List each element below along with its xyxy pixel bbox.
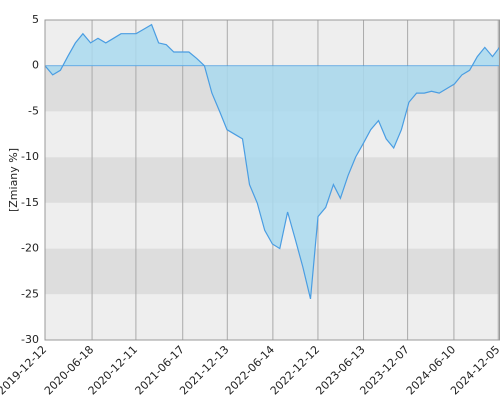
y-tick-label: -5 bbox=[28, 104, 39, 117]
y-tick-label: -20 bbox=[21, 242, 39, 255]
y-tick-label: 5 bbox=[32, 13, 39, 26]
y-tick-label: -25 bbox=[21, 287, 39, 300]
y-tick-label: -30 bbox=[21, 333, 39, 346]
y-axis-label: [Zmiany %] bbox=[7, 148, 20, 212]
area-fill bbox=[45, 24, 500, 299]
line bbox=[44, 23, 500, 300]
y-tick-label: -15 bbox=[21, 196, 39, 209]
y-tick-label: 0 bbox=[32, 59, 39, 72]
y-tick-label: -10 bbox=[21, 150, 39, 163]
